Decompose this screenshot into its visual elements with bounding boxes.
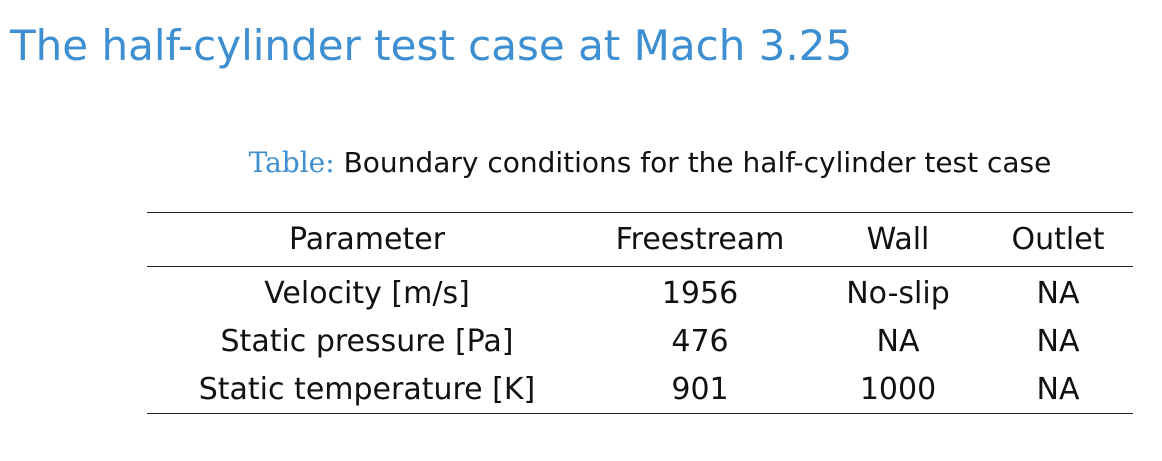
cell-wall: No-slip [846,275,950,311]
boundary-conditions-table: Parameter Freestream Wall Outlet Velocit… [147,212,1133,414]
cell-outlet: NA [1036,323,1080,359]
table-body: Velocity [m/s] 1956 No-slip NA Static pr… [147,267,1133,414]
boundary-conditions-table-wrapper: Parameter Freestream Wall Outlet Velocit… [147,212,1133,414]
header-freestream: Freestream [615,222,785,257]
table-row: Static temperature [K] 901 1000 NA [147,365,1133,414]
header-row: Parameter Freestream Wall Outlet [147,212,1133,267]
cell-parameter: Static pressure [Pa] [220,323,514,359]
cell-outlet: NA [1036,275,1080,311]
cell-parameter: Static temperature [K] [198,371,536,407]
header-wall: Wall [866,222,930,257]
table-header: Parameter Freestream Wall Outlet [147,212,1133,267]
cell-wall: NA [876,323,920,359]
cell-wall: 1000 [859,371,937,407]
frame-title: The half-cylinder test case at Mach 3.25 [10,21,853,70]
cell-freestream: 901 [671,371,729,407]
cell-freestream: 1956 [661,275,739,311]
table-row: Velocity [m/s] 1956 No-slip NA [147,267,1133,318]
table-caption: Table: Boundary conditions for the half-… [0,143,1162,183]
header-outlet: Outlet [1011,222,1105,257]
caption-label: Table: [248,146,335,179]
table-row: Static pressure [Pa] 476 NA NA [147,317,1133,365]
cell-parameter: Velocity [m/s] [264,275,470,311]
cell-outlet: NA [1036,371,1080,407]
caption-text: Boundary conditions for the half-cylinde… [343,146,1052,179]
cell-freestream: 476 [671,323,729,359]
header-parameter: Parameter [288,222,446,257]
